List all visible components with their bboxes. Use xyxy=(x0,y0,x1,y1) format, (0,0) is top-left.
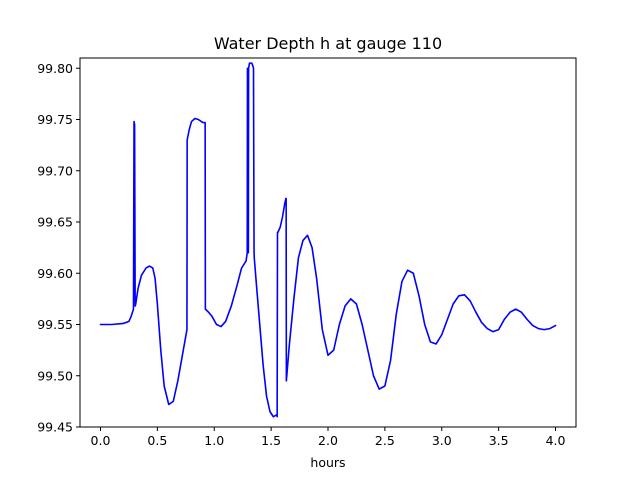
x-tick-label: 0.5 xyxy=(147,433,167,448)
series-line-0 xyxy=(99,62,557,418)
x-axis: 0.0 0.5 1.0 1.5 2.0 2.5 3.0 3.5 4.0 xyxy=(91,427,566,448)
y-tick-label: 99.65 xyxy=(37,215,73,230)
x-tick-label: 1.0 xyxy=(204,433,224,448)
x-tick-label: 2.5 xyxy=(375,433,395,448)
x-tick-label: 2.0 xyxy=(318,433,338,448)
x-tick-label: 3.5 xyxy=(489,433,509,448)
y-tick-label: 99.70 xyxy=(37,163,73,178)
y-tick-label: 99.55 xyxy=(37,317,73,332)
y-tick-label: 99.50 xyxy=(37,368,73,383)
chart-title: Water Depth h at gauge 110 xyxy=(214,34,442,53)
y-tick-label: 99.60 xyxy=(37,266,73,281)
x-tick-label: 4.0 xyxy=(546,433,566,448)
y-tick-label: 99.45 xyxy=(37,420,73,435)
x-tick-label: 3.0 xyxy=(432,433,452,448)
x-tick-label: 0.0 xyxy=(91,433,111,448)
x-tick-label: 1.5 xyxy=(261,433,281,448)
x-axis-label: hours xyxy=(310,455,345,470)
y-axis: 99.45 99.50 99.55 99.60 99.65 99.70 99.75 99.80 xyxy=(37,61,80,435)
y-tick-label: 99.75 xyxy=(37,112,73,127)
y-tick-label: 99.80 xyxy=(37,61,73,76)
